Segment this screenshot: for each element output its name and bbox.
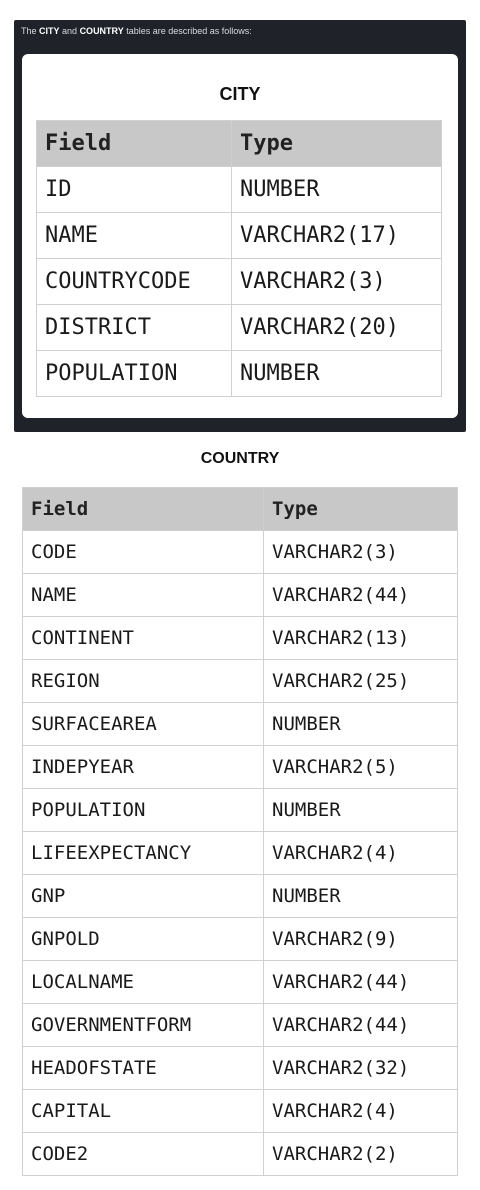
table-row: CODE2 VARCHAR2(2) [22, 1132, 458, 1176]
field-type-cell: NUMBER [231, 166, 442, 213]
field-name-cell: POPULATION [22, 788, 264, 832]
city-table-card: CITY Field Type ID NUMBER NAME VARCHAR2(17)… [22, 54, 458, 418]
city-table-title: CITY [219, 84, 261, 104]
field-type-cell: VARCHAR2(3) [263, 530, 458, 574]
table-row: LOCALNAME VARCHAR2(44) [22, 960, 458, 1004]
intro-city-name: CITY [39, 26, 60, 36]
intro-country-name: COUNTRY [79, 26, 124, 36]
field-type-cell: NUMBER [231, 350, 442, 397]
field-name-cell: HEADOFSTATE [22, 1046, 264, 1090]
table-row: GOVERNMENTFORM VARCHAR2(44) [22, 1003, 458, 1047]
table-row: REGION VARCHAR2(25) [22, 659, 458, 703]
table-row: HEADOFSTATE VARCHAR2(32) [22, 1046, 458, 1090]
table-row: ID NUMBER [36, 166, 442, 213]
column-header-field: Field [36, 120, 232, 167]
table-row: POPULATION NUMBER [36, 350, 442, 397]
field-name-cell: CODE [22, 530, 264, 574]
city-table-body: ID NUMBER NAME VARCHAR2(17) COUNTRYCODE VARCH… [36, 166, 442, 397]
field-name-cell: LIFEEXPECTANCY [22, 831, 264, 875]
table-row: POPULATION NUMBER [22, 788, 458, 832]
country-table-body: CODE VARCHAR2(3) NAME VARCHAR2(44) CONTINENT… [22, 530, 458, 1176]
field-name-cell: REGION [22, 659, 264, 703]
column-header-field: Field [22, 487, 264, 531]
field-type-cell: VARCHAR2(44) [263, 573, 458, 617]
field-name-cell: CAPITAL [22, 1089, 264, 1133]
table-row: DISTRICT VARCHAR2(20) [36, 304, 442, 351]
field-type-cell: VARCHAR2(3) [231, 258, 442, 305]
intro-and: and [59, 26, 80, 36]
table-header-row: Field Type [22, 487, 458, 531]
table-row: GNP NUMBER [22, 874, 458, 918]
country-table-title: COUNTRY [200, 450, 280, 467]
table-row: NAME VARCHAR2(44) [22, 573, 458, 617]
field-name-cell: COUNTRYCODE [36, 258, 232, 305]
field-type-cell: NUMBER [263, 788, 458, 832]
field-name-cell: NAME [22, 573, 264, 617]
field-type-cell: VARCHAR2(25) [263, 659, 458, 703]
field-type-cell: VARCHAR2(32) [263, 1046, 458, 1090]
field-name-cell: CONTINENT [22, 616, 264, 660]
table-row: LIFEEXPECTANCY VARCHAR2(4) [22, 831, 458, 875]
field-name-cell: POPULATION [36, 350, 232, 397]
table-row: CAPITAL VARCHAR2(4) [22, 1089, 458, 1133]
intro-text: The CITY and COUNTRY tables are describe… [21, 26, 252, 36]
city-table: Field Type ID NUMBER NAME VARCHAR2(17) COUNT… [36, 120, 442, 397]
field-name-cell: DISTRICT [36, 304, 232, 351]
description-panel: The CITY and COUNTRY tables are describe… [14, 20, 466, 432]
field-type-cell: VARCHAR2(13) [263, 616, 458, 660]
field-type-cell: NUMBER [263, 874, 458, 918]
field-type-cell: VARCHAR2(44) [263, 1003, 458, 1047]
field-name-cell: GOVERNMENTFORM [22, 1003, 264, 1047]
column-header-type: Type [231, 120, 442, 167]
table-row: SURFACEAREA NUMBER [22, 702, 458, 746]
field-name-cell: GNPOLD [22, 917, 264, 961]
table-header-row: Field Type [36, 120, 442, 167]
field-name-cell: GNP [22, 874, 264, 918]
table-row: COUNTRYCODE VARCHAR2(3) [36, 258, 442, 305]
field-type-cell: VARCHAR2(4) [263, 831, 458, 875]
table-row: INDEPYEAR VARCHAR2(5) [22, 745, 458, 789]
field-type-cell: VARCHAR2(9) [263, 917, 458, 961]
country-table: Field Type CODE VARCHAR2(3) NAME VARCHAR2(4… [22, 487, 458, 1176]
field-name-cell: ID [36, 166, 232, 213]
field-type-cell: NUMBER [263, 702, 458, 746]
field-type-cell: VARCHAR2(44) [263, 960, 458, 1004]
intro-prefix: The [21, 26, 40, 36]
field-type-cell: VARCHAR2(17) [231, 212, 442, 259]
column-header-type: Type [263, 487, 458, 531]
field-name-cell: SURFACEAREA [22, 702, 264, 746]
intro-suffix: tables are described as follows: [123, 26, 252, 36]
table-row: NAME VARCHAR2(17) [36, 212, 442, 259]
table-row: CONTINENT VARCHAR2(13) [22, 616, 458, 660]
field-type-cell: VARCHAR2(2) [263, 1132, 458, 1176]
table-row: GNPOLD VARCHAR2(9) [22, 917, 458, 961]
field-name-cell: NAME [36, 212, 232, 259]
field-name-cell: CODE2 [22, 1132, 264, 1176]
field-name-cell: LOCALNAME [22, 960, 264, 1004]
field-type-cell: VARCHAR2(20) [231, 304, 442, 351]
field-type-cell: VARCHAR2(4) [263, 1089, 458, 1133]
field-type-cell: VARCHAR2(5) [263, 745, 458, 789]
table-row: CODE VARCHAR2(3) [22, 530, 458, 574]
field-name-cell: INDEPYEAR [22, 745, 264, 789]
